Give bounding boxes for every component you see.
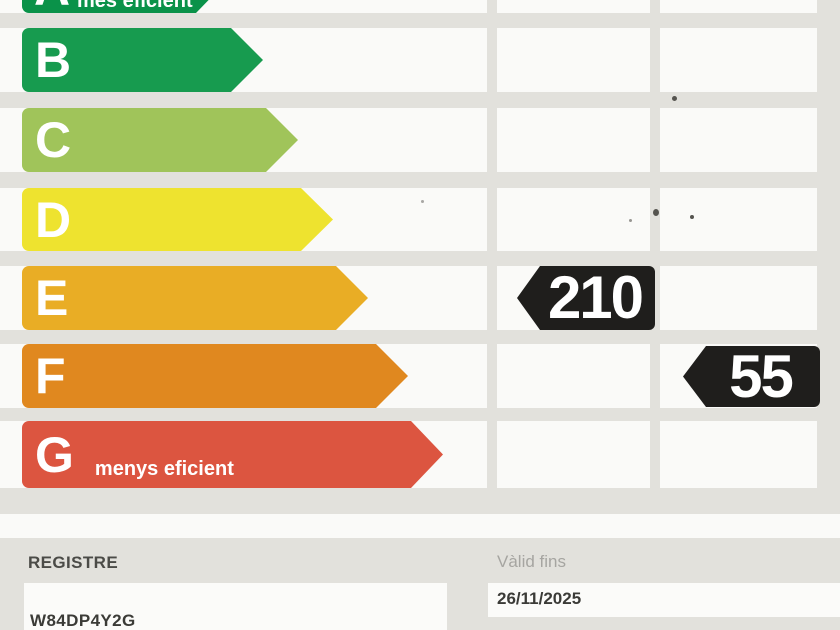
valid-until-label: Vàlid fins xyxy=(497,552,566,571)
row-separator xyxy=(0,408,840,421)
row-separator xyxy=(0,251,840,266)
emissions-value-arrow: 55 xyxy=(683,346,820,407)
grade-qualifier-least-efficient: menys eficient xyxy=(94,458,234,480)
scan-speck xyxy=(629,219,632,222)
column-divider xyxy=(650,0,660,514)
scale-arrow-e: E xyxy=(22,266,368,330)
registry-field-box xyxy=(24,583,447,630)
scale-arrow-b: B xyxy=(22,28,263,92)
grade-letter-b: B xyxy=(35,32,71,88)
footer-label-band xyxy=(0,538,840,583)
column-divider xyxy=(487,0,497,514)
right-margin-band xyxy=(817,0,840,514)
row-separator xyxy=(0,13,840,28)
scale-arrow-c: C xyxy=(22,108,298,172)
scan-speck xyxy=(421,200,424,203)
scan-speck xyxy=(672,96,677,101)
scan-speck xyxy=(653,209,659,216)
grade-letter-g: G xyxy=(35,426,73,483)
scan-speck xyxy=(690,215,694,219)
registry-code: W84DP4Y2G xyxy=(30,611,136,630)
grade-letter-f: F xyxy=(35,348,65,404)
scale-arrow-f: F xyxy=(22,344,408,408)
registry-label: REGISTRE xyxy=(28,553,119,572)
valid-until-field-box xyxy=(488,583,840,617)
scale-arrow-d: D xyxy=(22,188,333,251)
grade-letter-c: C xyxy=(35,112,71,168)
grade-letter-a: A xyxy=(34,0,69,13)
scale-arrow-g: G menys eficient xyxy=(22,421,443,488)
grade-letter-d: D xyxy=(35,191,71,248)
row-separator xyxy=(0,330,840,344)
grade-qualifier-most-efficient: més eficient xyxy=(77,0,193,12)
valid-until-date: 26/11/2025 xyxy=(497,589,582,608)
emissions-value: 55 xyxy=(729,342,794,410)
scale-arrow-a: A més eficient xyxy=(22,0,228,13)
row-separator xyxy=(0,172,840,188)
row-separator xyxy=(0,92,840,108)
grade-letter-e: E xyxy=(35,270,68,326)
row-separator xyxy=(0,488,840,514)
energy-value-arrow: 210 xyxy=(517,266,655,330)
energy-value: 210 xyxy=(547,264,644,331)
